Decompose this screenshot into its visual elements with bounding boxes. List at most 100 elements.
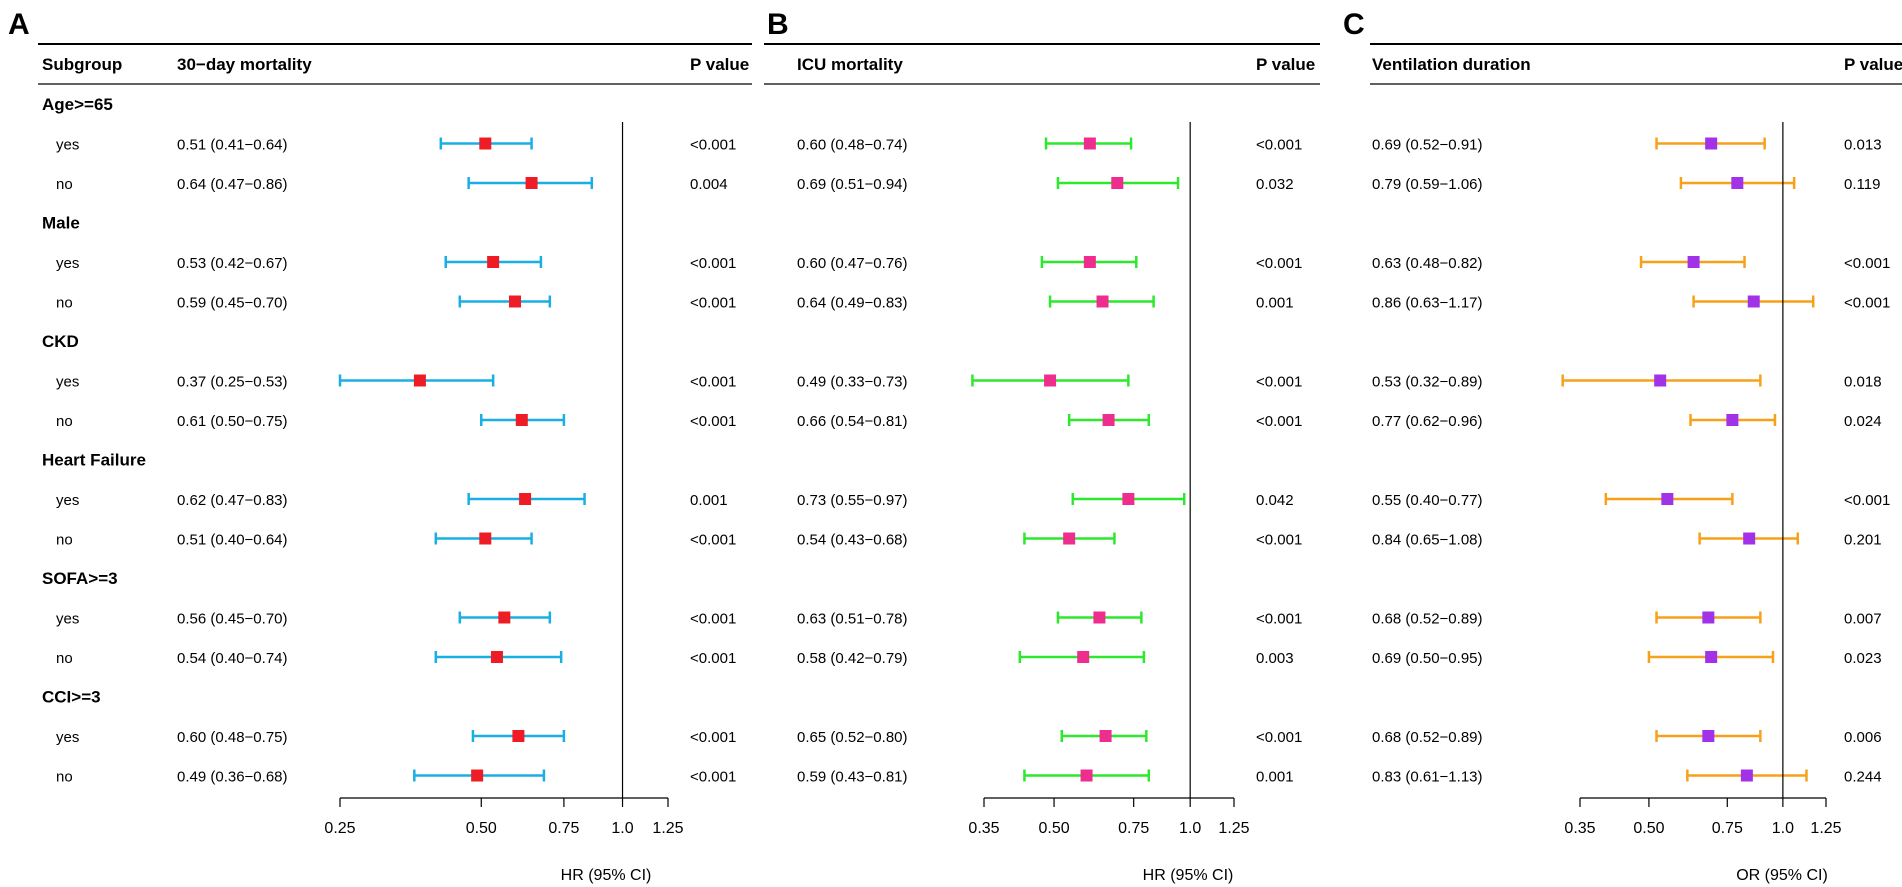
- estimate-text: 0.51 (0.40−0.64): [177, 532, 288, 549]
- point-estimate: [1661, 493, 1674, 505]
- point-estimate: [1705, 137, 1718, 150]
- x-axis-label: HR (95% CI): [1143, 867, 1234, 884]
- estimate-text: 0.55 (0.40−0.77): [1372, 492, 1483, 509]
- p-value: 0.001: [1256, 769, 1294, 786]
- estimate-text: 0.64 (0.49−0.83): [797, 295, 908, 312]
- estimate-text: 0.49 (0.36−0.68): [177, 769, 288, 786]
- x-tick-label: 0.75: [1712, 820, 1743, 837]
- x-tick-label: 0.35: [1564, 820, 1595, 837]
- row-label: yes: [56, 611, 79, 628]
- x-tick-label: 1.0: [1772, 820, 1794, 837]
- outcome-header: ICU mortality: [797, 55, 903, 74]
- point-estimate: [479, 532, 492, 545]
- p-value: <0.001: [690, 532, 736, 549]
- p-value: <0.001: [1256, 532, 1302, 549]
- point-estimate: [1705, 651, 1718, 663]
- x-tick-label: 0.75: [1118, 820, 1149, 837]
- point-estimate: [1080, 769, 1093, 782]
- x-tick-label: 1.25: [652, 820, 683, 837]
- point-estimate: [1122, 493, 1135, 505]
- x-tick-label: 1.25: [1810, 820, 1841, 837]
- estimate-text: 0.73 (0.55−0.97): [797, 492, 908, 509]
- p-value: <0.001: [690, 137, 736, 154]
- estimate-text: 0.37 (0.25−0.53): [177, 374, 288, 391]
- p-value: <0.001: [1256, 137, 1302, 154]
- point-estimate: [525, 177, 538, 189]
- estimate-text: 0.69 (0.50−0.95): [1372, 650, 1483, 667]
- panel-b: B ICU mortality P value 0.60 (0.48−0.74) <0.…: [764, 8, 1320, 884]
- estimate-text: 0.65 (0.52−0.80): [797, 729, 908, 746]
- p-value: <0.001: [1256, 255, 1302, 272]
- outcome-header: 30−day mortality: [177, 55, 312, 74]
- point-estimate: [1083, 137, 1096, 150]
- point-estimate: [1654, 374, 1667, 387]
- group-label: SOFA>=3: [42, 569, 118, 588]
- p-value: 0.018: [1844, 374, 1882, 391]
- panel-letter: C: [1343, 8, 1365, 41]
- point-estimate: [1093, 611, 1106, 624]
- point-estimate: [1743, 532, 1756, 545]
- x-tick-label: 0.50: [1038, 820, 1069, 837]
- row-label: no: [56, 532, 73, 549]
- point-estimate: [1747, 295, 1760, 308]
- estimate-text: 0.68 (0.52−0.89): [1372, 611, 1483, 628]
- estimate-text: 0.63 (0.51−0.78): [797, 611, 908, 628]
- group-label: Age>=65: [42, 95, 113, 114]
- p-value: 0.032: [1256, 176, 1294, 193]
- row-label: yes: [56, 255, 79, 272]
- point-estimate: [1726, 414, 1739, 426]
- estimate-text: 0.59 (0.45−0.70): [177, 295, 288, 312]
- p-value: <0.001: [1256, 413, 1302, 430]
- point-estimate: [1702, 611, 1715, 624]
- estimate-text: 0.83 (0.61−1.13): [1372, 769, 1483, 786]
- estimate-text: 0.61 (0.50−0.75): [177, 413, 288, 430]
- row-label: no: [56, 295, 73, 312]
- estimate-text: 0.66 (0.54−0.81): [797, 413, 908, 430]
- p-value: 0.004: [690, 176, 728, 193]
- x-tick-label: 1.25: [1218, 820, 1249, 837]
- p-value-header: P value: [1844, 55, 1902, 74]
- p-value-header: P value: [1256, 55, 1315, 74]
- p-value: <0.001: [690, 769, 736, 786]
- estimate-text: 0.69 (0.51−0.94): [797, 176, 908, 193]
- point-estimate: [479, 137, 492, 150]
- x-tick-label: 0.35: [968, 820, 999, 837]
- point-estimate: [519, 493, 532, 505]
- row-label: yes: [56, 729, 79, 746]
- row-label: yes: [56, 492, 79, 509]
- panel-c: C Ventilation duration P value 0.69 (0.52−0…: [1343, 8, 1902, 884]
- row-label: yes: [56, 137, 79, 154]
- point-estimate: [487, 256, 500, 268]
- estimate-text: 0.68 (0.52−0.89): [1372, 729, 1483, 746]
- p-value: 0.001: [690, 492, 728, 509]
- x-axis-label: OR (95% CI): [1736, 867, 1828, 884]
- estimate-text: 0.59 (0.43−0.81): [797, 769, 908, 786]
- row-label: no: [56, 176, 73, 193]
- p-value: <0.001: [690, 413, 736, 430]
- panel-letter: B: [767, 8, 789, 41]
- p-value: 0.244: [1844, 769, 1882, 786]
- p-value: <0.001: [1256, 611, 1302, 628]
- group-label: Heart Failure: [42, 451, 146, 470]
- point-estimate: [1111, 177, 1124, 189]
- point-estimate: [1687, 256, 1700, 268]
- x-tick-label: 0.50: [466, 820, 497, 837]
- p-value: <0.001: [1256, 374, 1302, 391]
- estimate-text: 0.62 (0.47−0.83): [177, 492, 288, 509]
- p-value: 0.013: [1844, 137, 1882, 154]
- point-estimate: [1044, 374, 1057, 387]
- estimate-text: 0.58 (0.42−0.79): [797, 650, 908, 667]
- p-value: <0.001: [1844, 295, 1890, 312]
- p-value: 0.023: [1844, 650, 1882, 667]
- point-estimate: [413, 374, 426, 387]
- p-value: <0.001: [1256, 729, 1302, 746]
- row-label: yes: [56, 374, 79, 391]
- p-value-header: P value: [690, 55, 749, 74]
- p-value: 0.042: [1256, 492, 1294, 509]
- group-label: CKD: [42, 332, 79, 351]
- p-value: 0.001: [1256, 295, 1294, 312]
- point-estimate: [471, 769, 484, 782]
- estimate-text: 0.60 (0.47−0.76): [797, 255, 908, 272]
- x-tick-label: 1.0: [611, 820, 633, 837]
